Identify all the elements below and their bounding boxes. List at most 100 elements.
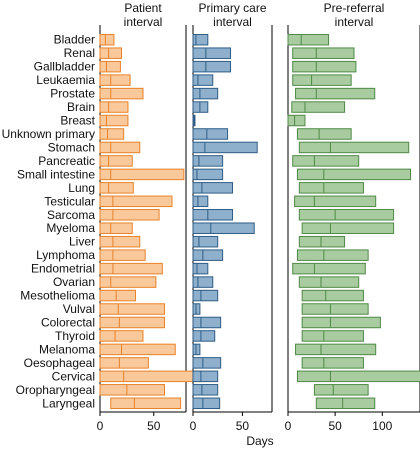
interval-bar (192, 33, 209, 46)
x-ticks: 0 50 0 50 0 50 100 (97, 412, 393, 433)
category-label: Cervical (52, 369, 95, 383)
interval-bar (298, 235, 346, 248)
category-label: Laryngeal (42, 396, 95, 410)
interval-bar (294, 195, 377, 208)
interval-bar (99, 101, 129, 113)
interval-bar (292, 74, 352, 86)
category-label: Prostate (50, 87, 95, 101)
interval-bar (192, 74, 214, 86)
interval-bar (296, 168, 412, 181)
interval-bar (99, 33, 115, 46)
category-label: Sarcoma (47, 208, 95, 222)
interval-bar (192, 276, 214, 288)
interval-bar (99, 155, 133, 167)
interval-bar (192, 330, 216, 342)
interval-bar (301, 330, 364, 342)
interval-bar (192, 384, 219, 396)
interval-bar (192, 87, 219, 100)
interval-bar (301, 303, 369, 315)
interval-bar (296, 370, 420, 383)
interval-bar (295, 87, 376, 100)
x-tick-label: 0 (97, 419, 104, 433)
interval-bar (192, 249, 224, 261)
interval-bar (298, 209, 395, 221)
interval-bar (192, 235, 219, 248)
category-label: Breast (60, 114, 95, 128)
interval-bar (99, 235, 141, 248)
interval-bar (192, 209, 233, 221)
interval-bar (99, 303, 165, 315)
interval-bar (99, 370, 203, 383)
panel-title: interval (335, 15, 374, 29)
interval-bar (292, 60, 357, 73)
category-label: Bladder (54, 33, 95, 47)
interval-bar (99, 262, 163, 275)
category-label: Unknown primary (2, 127, 95, 141)
interval-bar (292, 262, 366, 275)
interval-bar (192, 168, 224, 181)
category-label: Pancreatic (38, 154, 95, 168)
panel-title: Patient (124, 1, 162, 15)
category-label: Renal (64, 46, 95, 60)
category-label: Gallbladder (34, 60, 95, 74)
interval-bar (99, 87, 144, 100)
interval-bar (99, 276, 157, 288)
interval-bar (99, 384, 165, 396)
interval-bar (192, 262, 209, 275)
interval-bar (192, 316, 222, 329)
interval-bar (192, 357, 222, 369)
interval-bar (99, 330, 144, 342)
panel-title: interval (213, 15, 252, 29)
category-label: Stomach (48, 140, 95, 154)
interval-bar (301, 222, 395, 234)
panels (99, 25, 420, 413)
interval-bar (99, 47, 122, 59)
x-tick-label: 50 (328, 419, 342, 433)
panel-title: Pre-referral (324, 1, 385, 15)
category-label: Testicular (44, 194, 95, 208)
interval-bar (192, 195, 209, 208)
interval-bar (296, 249, 369, 261)
interval-bar (301, 316, 381, 329)
interval-bar (298, 276, 360, 288)
category-label: Oropharyngeal (16, 383, 95, 397)
interval-bar (99, 343, 176, 356)
interval-bar (99, 60, 121, 73)
interval-bar (99, 168, 185, 181)
interval-bar (287, 33, 330, 46)
x-tick-label: 50 (236, 419, 250, 433)
interval-bar (110, 397, 182, 410)
interval-bar (99, 222, 133, 234)
x-tick-label: 50 (147, 419, 161, 433)
category-label: Lymphoma (36, 248, 95, 262)
interval-bar (192, 60, 232, 73)
interval-bar (192, 128, 229, 140)
category-label: Vulval (63, 302, 95, 316)
interval-bar (301, 357, 364, 369)
category-label: Oesophageal (24, 356, 95, 370)
category-label: Liver (69, 235, 95, 249)
interval-bar (192, 289, 219, 302)
interval-bar (192, 222, 255, 234)
category-label: Melanoma (39, 342, 95, 356)
category-label: Endometrial (31, 262, 95, 276)
interval-bar (99, 114, 129, 127)
interval-bar (192, 182, 233, 194)
panel-title: Primary care (198, 1, 266, 15)
x-tick-label: 0 (285, 419, 292, 433)
category-label: Myeloma (46, 221, 95, 235)
interval-bar (99, 289, 136, 302)
category-label: Lung (68, 181, 95, 195)
interval-bar (99, 209, 160, 221)
interval-bar (192, 397, 221, 410)
category-labels: BladderRenalGallbladderLeukaemiaProstate… (2, 33, 96, 411)
interval-bar (292, 155, 360, 167)
category-label: Small intestine (17, 167, 95, 181)
category-label: Thyroid (55, 329, 95, 343)
interval-bar (99, 74, 131, 86)
interval-bar (298, 182, 364, 194)
interval-bar (99, 128, 125, 140)
interval-bar (99, 249, 146, 261)
